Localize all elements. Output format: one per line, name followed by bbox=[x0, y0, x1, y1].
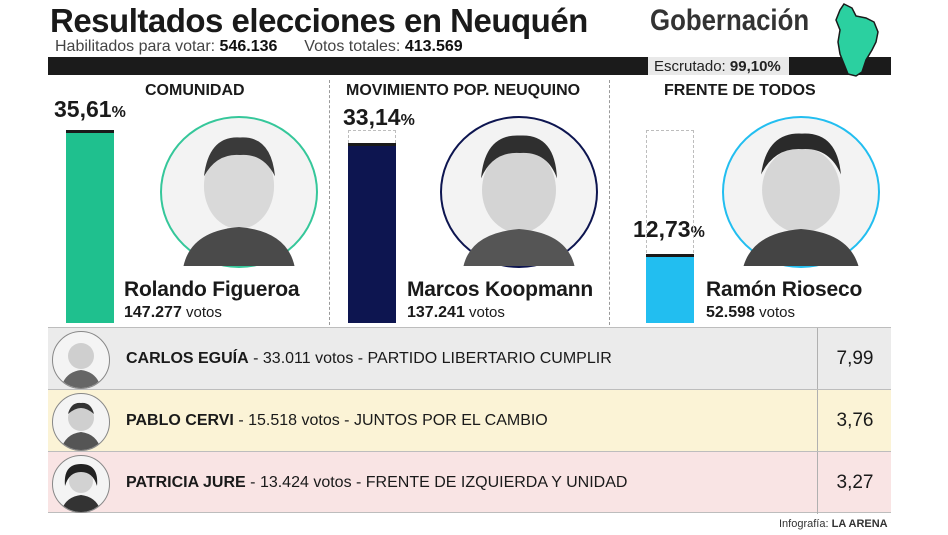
candidate-name: Rolando Figueroa bbox=[124, 278, 300, 301]
habilitados-label: Habilitados para votar: bbox=[55, 38, 216, 55]
habilitados-value: 546.136 bbox=[219, 38, 278, 55]
page-subtitle: Gobernación bbox=[650, 4, 810, 37]
candidate-name: Ramón Rioseco bbox=[706, 278, 863, 301]
table-row-percent: 3,76 bbox=[836, 410, 874, 431]
table-divider bbox=[817, 452, 818, 514]
escrutado-badge: Escrutado: 99,10% bbox=[648, 57, 789, 75]
escrutado-label: Escrutado: bbox=[654, 58, 726, 75]
table-row-text: CARLOS EGUÍA - 33.011 votos - PARTIDO LI… bbox=[126, 350, 612, 367]
candidate-portrait-icon bbox=[722, 116, 880, 268]
candidate-portrait-icon bbox=[52, 455, 110, 513]
candidate-votes: 147.277 votos bbox=[124, 304, 222, 321]
bar-value-label: 33,14% bbox=[343, 104, 415, 130]
table-row-percent: 7,99 bbox=[836, 348, 874, 369]
page-title: Resultados elecciones en Neuquén bbox=[50, 2, 588, 39]
votos-totales-label: Votos totales: bbox=[304, 38, 401, 55]
candidate-portrait-icon bbox=[52, 331, 110, 389]
candidate-portrait-icon bbox=[440, 116, 598, 268]
party-label-mpn: MOVIMIENTO POP. NEUQUINO bbox=[346, 82, 581, 99]
candidate-votes: 52.598 votos bbox=[706, 304, 795, 321]
bar-value-label: 12,73% bbox=[633, 216, 705, 242]
bar-mpn bbox=[348, 143, 396, 323]
table-divider bbox=[817, 328, 818, 390]
table-row: CARLOS EGUÍA - 33.011 votos - PARTIDO LI… bbox=[48, 327, 891, 390]
column-divider bbox=[609, 80, 611, 325]
bar-frente-de-todos bbox=[646, 254, 694, 323]
voter-stats: Habilitados para votar: 546.136 Votos to… bbox=[55, 38, 463, 56]
candidate-name: Marcos Koopmann bbox=[407, 278, 594, 301]
table-row-percent: 3,27 bbox=[836, 472, 874, 493]
votos-totales-value: 413.569 bbox=[404, 38, 463, 55]
credit-line: Infografía: LA ARENA bbox=[779, 518, 888, 530]
table-row: PATRICIA JURE - 13.424 votos - FRENTE DE… bbox=[48, 451, 891, 514]
table-row: PABLO CERVI - 15.518 votos - JUNTOS POR … bbox=[48, 389, 891, 452]
table-row-text: PABLO CERVI - 15.518 votos - JUNTOS POR … bbox=[126, 412, 548, 429]
candidate-votes: 137.241 votos bbox=[407, 304, 505, 321]
column-divider bbox=[329, 80, 331, 325]
table-divider bbox=[817, 390, 818, 452]
party-label-frente-de-todos: FRENTE DE TODOS bbox=[664, 82, 816, 99]
table-row-text: PATRICIA JURE - 13.424 votos - FRENTE DE… bbox=[126, 474, 628, 491]
escrutado-value: 99,10% bbox=[729, 58, 781, 75]
candidate-portrait-icon bbox=[52, 393, 110, 451]
bar-comunidad bbox=[66, 130, 114, 323]
party-label-comunidad: COMUNIDAD bbox=[145, 82, 245, 99]
neuquen-province-map-icon bbox=[835, 3, 879, 77]
candidate-portrait-icon bbox=[160, 116, 318, 268]
bar-value-label: 35,61% bbox=[54, 96, 126, 122]
